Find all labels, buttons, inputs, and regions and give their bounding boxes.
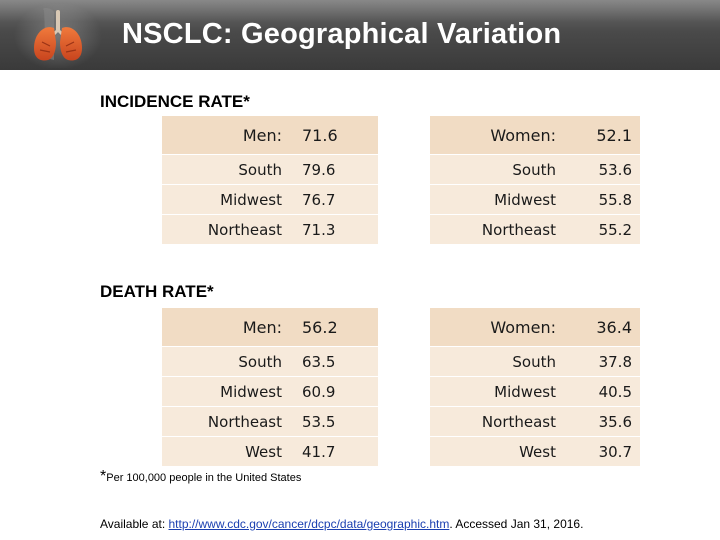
region-value: 35.6 bbox=[574, 406, 640, 437]
region-value: 53.5 bbox=[302, 406, 378, 437]
region-value: 30.7 bbox=[574, 436, 640, 466]
region-label: Midwest bbox=[430, 376, 556, 407]
death-women-table: Women: 36.4 South 37.8 Midwest 40.5 Nort… bbox=[430, 308, 640, 466]
header-shine bbox=[0, 0, 720, 22]
page-title: NSCLC: Geographical Variation bbox=[122, 18, 562, 50]
region-label: Midwest bbox=[162, 376, 282, 407]
women-label: Women: bbox=[430, 116, 556, 155]
region-label: Northeast bbox=[162, 214, 282, 244]
region-label: South bbox=[162, 346, 282, 377]
region-value: 53.6 bbox=[574, 154, 640, 185]
death-men-table: Men: 56.2 South 63.5 Midwest 60.9 Northe… bbox=[162, 308, 378, 466]
table-row: South 79.6 bbox=[162, 154, 378, 185]
table-row: South 53.6 bbox=[430, 154, 640, 185]
source-link[interactable]: http://www.cdc.gov/cancer/dcpc/data/geog… bbox=[168, 517, 450, 531]
region-label: Midwest bbox=[430, 184, 556, 215]
source-citation: Available at: http://www.cdc.gov/cancer/… bbox=[100, 517, 583, 531]
women-label: Women: bbox=[430, 308, 556, 347]
table-row: West 30.7 bbox=[430, 436, 640, 466]
region-value: 41.7 bbox=[302, 436, 378, 466]
region-label: West bbox=[430, 436, 556, 466]
region-value: 76.7 bbox=[302, 184, 378, 215]
table-row: Midwest 76.7 bbox=[162, 184, 378, 215]
table-row: West 41.7 bbox=[162, 436, 378, 466]
region-value: 40.5 bbox=[574, 376, 640, 407]
region-label: South bbox=[430, 154, 556, 185]
table-row: Men: 71.6 bbox=[162, 116, 378, 155]
region-label: Northeast bbox=[430, 214, 556, 244]
source-prefix: Available at: bbox=[100, 517, 169, 531]
region-value: 63.5 bbox=[302, 346, 378, 377]
incidence-men-table: Men: 71.6 South 79.6 Midwest 76.7 Northe… bbox=[162, 116, 378, 244]
table-row: Northeast 35.6 bbox=[430, 406, 640, 437]
table-row: Midwest 40.5 bbox=[430, 376, 640, 407]
region-value: 55.8 bbox=[574, 184, 640, 215]
region-value: 37.8 bbox=[574, 346, 640, 377]
table-row: Midwest 55.8 bbox=[430, 184, 640, 215]
men-label: Men: bbox=[162, 116, 282, 155]
men-value: 71.6 bbox=[302, 116, 378, 155]
table-row: Northeast 55.2 bbox=[430, 214, 640, 244]
women-value: 36.4 bbox=[574, 308, 640, 347]
men-label: Men: bbox=[162, 308, 282, 347]
women-value: 52.1 bbox=[574, 116, 640, 155]
source-suffix: . Accessed Jan 31, 2016. bbox=[449, 517, 584, 531]
table-row: Northeast 71.3 bbox=[162, 214, 378, 244]
region-label: Northeast bbox=[430, 406, 556, 437]
death-rate-label: DEATH RATE* bbox=[100, 282, 214, 301]
region-value: 60.9 bbox=[302, 376, 378, 407]
table-row: Men: 56.2 bbox=[162, 308, 378, 347]
incidence-women-table: Women: 52.1 South 53.6 Midwest 55.8 Nort… bbox=[430, 116, 640, 244]
region-label: Midwest bbox=[162, 184, 282, 215]
region-value: 55.2 bbox=[574, 214, 640, 244]
incidence-rate-label: INCIDENCE RATE* bbox=[100, 92, 250, 111]
footnote-text: Per 100,000 people in the United States bbox=[106, 472, 302, 484]
lungs-icon bbox=[14, 4, 102, 68]
region-label: West bbox=[162, 436, 282, 466]
table-row: Women: 36.4 bbox=[430, 308, 640, 347]
table-row: Women: 52.1 bbox=[430, 116, 640, 155]
footnote: *Per 100,000 people in the United States bbox=[100, 468, 301, 486]
table-row: South 37.8 bbox=[430, 346, 640, 377]
region-value: 71.3 bbox=[302, 214, 378, 244]
footnote-star: * bbox=[100, 468, 107, 485]
region-label: Northeast bbox=[162, 406, 282, 437]
region-value: 79.6 bbox=[302, 154, 378, 185]
table-row: Northeast 53.5 bbox=[162, 406, 378, 437]
region-label: South bbox=[430, 346, 556, 377]
slide-header: NSCLC: Geographical Variation bbox=[0, 0, 720, 70]
table-row: South 63.5 bbox=[162, 346, 378, 377]
table-row: Midwest 60.9 bbox=[162, 376, 378, 407]
men-value: 56.2 bbox=[302, 308, 378, 347]
region-label: South bbox=[162, 154, 282, 185]
